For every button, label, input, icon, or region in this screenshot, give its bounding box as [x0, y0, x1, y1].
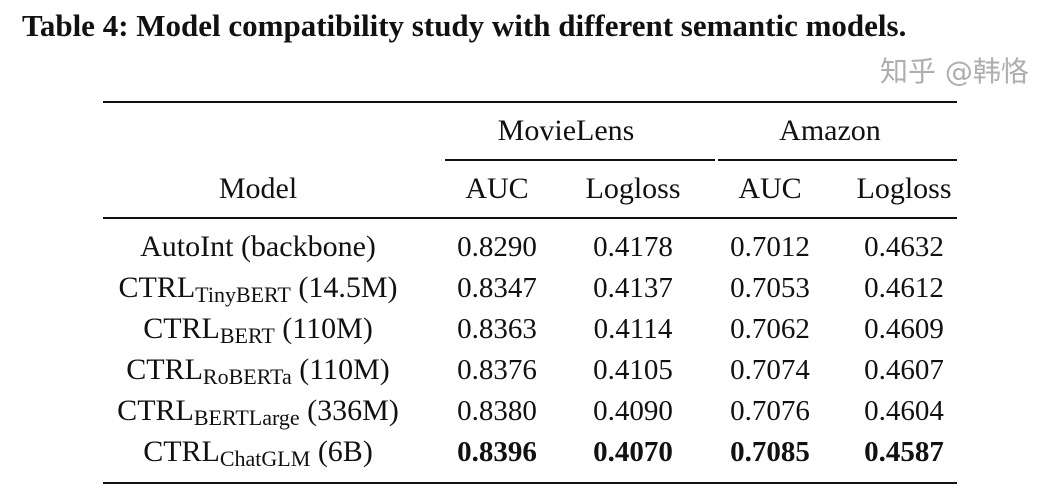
table-row-model: CTRLBERTLarge (336M) — [117, 394, 399, 429]
model-name: CTRL — [117, 394, 194, 427]
table-cell-value: 0.4137 — [593, 272, 673, 304]
table-cell-value: 0.4114 — [593, 313, 673, 345]
column-header-model: Model — [218, 172, 298, 205]
table-cell-value: 0.4604 — [864, 395, 944, 427]
model-size: (6B) — [310, 435, 373, 468]
model-size: (110M) — [274, 312, 373, 345]
table-cell-value: 0.7062 — [730, 313, 810, 345]
table-cell-value: 0.8290 — [457, 231, 537, 263]
table-caption: Table 4: Model compatibility study with … — [22, 8, 907, 43]
column-header-auc: AUC — [465, 172, 529, 205]
model-variant: TinyBERT — [195, 282, 291, 307]
group-header-movielens: MovieLens — [497, 114, 635, 147]
table-cell-value: 0.4632 — [864, 231, 944, 263]
header-rule — [103, 217, 957, 219]
table-row-model: CTRLChatGLM (6B) — [143, 435, 373, 470]
group-header-amazon: Amazon — [779, 114, 881, 147]
table-row-model: CTRLTinyBERT (14.5M) — [118, 271, 398, 306]
table-cell-value: 0.7085 — [730, 436, 810, 468]
table-cell-value: 0.8396 — [457, 436, 537, 468]
model-name: CTRL — [143, 312, 220, 345]
table-cell-value: 0.8363 — [457, 313, 537, 345]
table-cell-value: 0.7074 — [730, 354, 810, 386]
model-name: CTRL — [118, 271, 196, 304]
movielens-group-rule — [445, 159, 715, 161]
model-variant: BERT — [219, 323, 275, 348]
model-size: (336M) — [299, 394, 399, 427]
table-cell-value: 0.8380 — [457, 395, 537, 427]
model-variant: BERTLarge — [193, 405, 300, 430]
amazon-group-rule — [718, 159, 957, 161]
table-cell-value: 0.4070 — [593, 436, 673, 468]
table-cell-value: 0.7076 — [730, 395, 810, 427]
table-cell-value: 0.4587 — [864, 436, 944, 468]
model-name: AutoInt (backbone) — [140, 230, 376, 263]
table-cell-value: 0.7053 — [730, 272, 810, 304]
model-variant: ChatGLM — [219, 446, 311, 471]
table-cell-value: 0.4607 — [864, 354, 944, 386]
column-header-logloss: Logloss — [585, 172, 681, 205]
column-header-auc: AUC — [738, 172, 802, 205]
model-size: (110M) — [291, 353, 390, 386]
table-cell-value: 0.4609 — [864, 313, 944, 345]
model-size: (14.5M) — [290, 271, 398, 304]
table-row-model: CTRLRoBERTa (110M) — [126, 353, 390, 388]
table-cell-value: 0.4178 — [593, 231, 673, 263]
model-name: CTRL — [126, 353, 203, 386]
column-header-logloss: Logloss — [856, 172, 952, 205]
table-row-model: AutoInt (backbone) — [140, 232, 376, 262]
top-rule — [103, 101, 957, 103]
table-cell-value: 0.4090 — [593, 395, 673, 427]
model-variant: RoBERTa — [202, 364, 292, 389]
table-cell-value: 0.7012 — [730, 231, 810, 263]
bottom-rule — [103, 482, 957, 484]
table-cell-value: 0.8376 — [457, 354, 537, 386]
table-cell-value: 0.4105 — [593, 354, 673, 386]
table-row-model: CTRLBERT (110M) — [143, 312, 373, 347]
model-name: CTRL — [143, 435, 220, 468]
table-cell-value: 0.4612 — [864, 272, 944, 304]
table-cell-value: 0.8347 — [457, 272, 537, 304]
watermark: 知乎 @韩恪 — [880, 55, 1029, 88]
